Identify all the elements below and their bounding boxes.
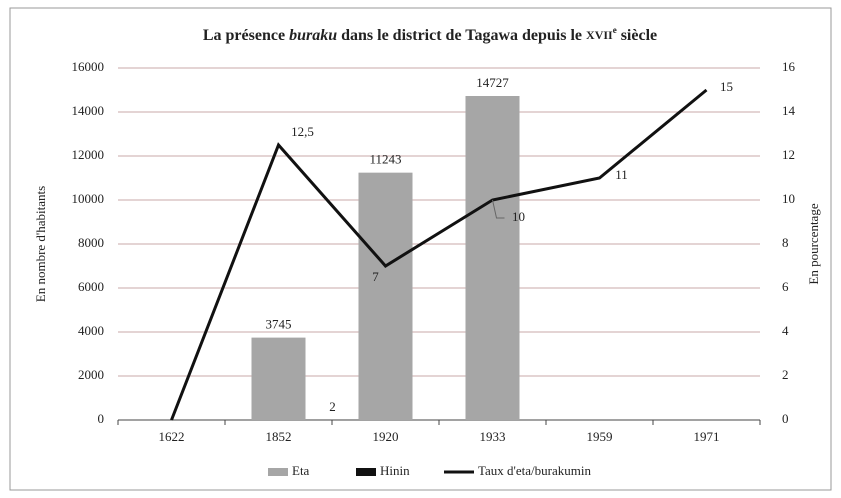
y-tick-label: 4000 (78, 323, 104, 338)
y2-tick-label: 8 (782, 235, 789, 250)
title-part: e (613, 25, 617, 35)
y2-tick-label: 0 (782, 411, 789, 426)
y2-tick-label: 6 (782, 279, 789, 294)
legend-swatch (268, 468, 288, 476)
y2-axis-label: En pourcentage (806, 203, 821, 284)
x-tick-label: 1971 (694, 429, 720, 444)
data-label: 7 (372, 269, 379, 284)
legend-label: Hinin (380, 463, 410, 478)
data-label: 10 (512, 209, 525, 224)
leader-line (492, 199, 505, 219)
y-tick-label: 16000 (72, 59, 105, 74)
title-part: siècle (617, 27, 657, 44)
data-label: 3745 (266, 317, 292, 332)
y2-tick-label: 14 (782, 103, 796, 118)
line (170, 88, 708, 421)
x-tick-label: 1622 (159, 429, 185, 444)
data-label: 14727 (476, 75, 509, 90)
title-part: La présence (203, 27, 289, 44)
y-tick-label: 8000 (78, 235, 104, 250)
bar (251, 337, 306, 420)
bar (358, 172, 413, 420)
y2-tick-label: 2 (782, 367, 789, 382)
y-tick-label: 6000 (78, 279, 104, 294)
x-tick-label: 1933 (480, 429, 506, 444)
y-tick-label: 12000 (72, 147, 105, 162)
x-tick-label: 1852 (266, 429, 292, 444)
y2-tick-label: 4 (782, 323, 789, 338)
y2-tick-label: 10 (782, 191, 795, 206)
frame (9, 7, 832, 491)
title-part: XVII (586, 28, 613, 42)
data-label: 15 (720, 79, 733, 94)
x-tick-label: 1920 (373, 429, 399, 444)
y-tick-label: 10000 (72, 191, 105, 206)
bar (465, 96, 520, 421)
data-label: 12,5 (291, 124, 314, 139)
legend-label: Eta (292, 463, 310, 478)
y2-tick-label: 16 (782, 59, 796, 74)
data-label: 11 (615, 167, 628, 182)
title-part: dans le district de Tagawa depuis le (337, 27, 586, 44)
data-label: 11243 (369, 152, 401, 167)
y-tick-label: 0 (98, 411, 105, 426)
title-part: buraku (289, 27, 337, 44)
legend-label: Taux d'eta/burakumin (478, 463, 591, 478)
legend-swatch (356, 468, 376, 476)
y-tick-label: 2000 (78, 367, 104, 382)
data-label: 2 (329, 399, 336, 414)
chart-title: La présence buraku dans le district de T… (203, 25, 657, 44)
y2-tick-label: 12 (782, 147, 795, 162)
y-axis-label: En nombre d'habitants (33, 186, 48, 302)
x-tick-label: 1959 (587, 429, 613, 444)
y-tick-label: 14000 (72, 103, 105, 118)
